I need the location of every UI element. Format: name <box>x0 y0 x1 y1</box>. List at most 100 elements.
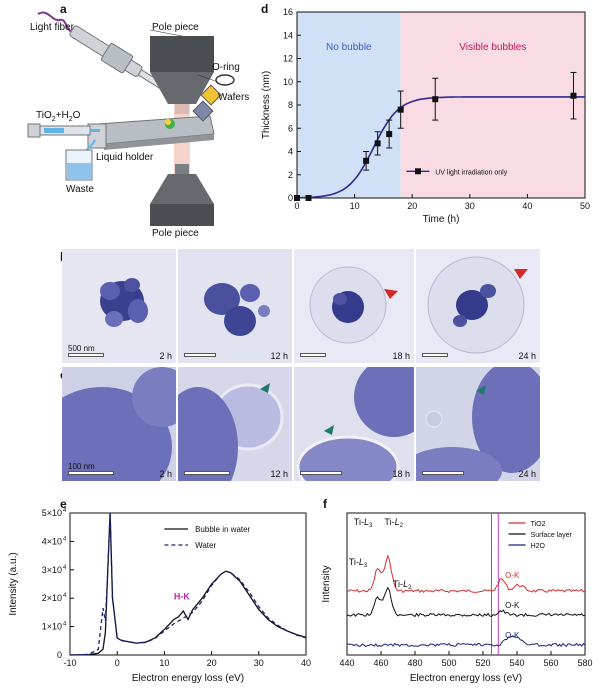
legend-marker <box>414 168 421 175</box>
data-point <box>294 195 300 201</box>
bubble-cluster <box>427 256 528 354</box>
ti-l2-mid-label: Ti-L2 <box>393 579 412 591</box>
series-line-0 <box>69 512 307 656</box>
data-point <box>374 140 381 147</box>
y-tick-label: 0 <box>288 193 293 203</box>
label-oring: O-ring <box>212 62 240 73</box>
panel-d: d No bubble Visible bubbles 0 10 20 30 40 50 0 2 4… <box>255 0 600 245</box>
bubble-cluster <box>309 266 398 344</box>
micrograph-b-12h: 12 h <box>178 249 292 363</box>
x-tick-label: 440 <box>339 658 354 668</box>
panel-e: e -10 0 10 20 30 40 0 1×10 4 2×10 4 3×10 4 4×10 4 5×10 4… <box>0 495 315 697</box>
time-label-c-4: 24 h <box>518 469 536 479</box>
y-tick-label: 2×10 <box>42 593 62 603</box>
x-tick-label: 540 <box>509 658 524 668</box>
x-tick-label: 40 <box>301 658 311 668</box>
teal-arrow-icon <box>476 385 486 395</box>
region-1 <box>400 12 585 198</box>
y-axis-label: Intensity (a.u.) <box>8 552 19 615</box>
label-waste: Waste <box>66 184 94 195</box>
x-tick-label: 480 <box>407 658 422 668</box>
micrograph-b-2h: 500 nm 2 h <box>62 249 176 363</box>
micrograph-c-24h: 24 h <box>416 367 540 481</box>
series-tio2 <box>346 554 586 594</box>
label-wafers: Wafers <box>218 92 250 103</box>
red-arrow-icon <box>514 269 528 279</box>
legend-label-2: H2O <box>531 543 546 550</box>
teal-arrow-icon <box>324 425 334 435</box>
y-tick-label: 3×10 <box>42 565 62 575</box>
legend-label-0: TiO2 <box>531 521 546 528</box>
ok-red-label: O-K <box>505 571 520 580</box>
y-axis-label: Intensity <box>321 565 332 602</box>
region-label-0: No bubble <box>326 42 372 53</box>
x-tick-label: 0 <box>115 658 120 668</box>
x-tick-label: 0 <box>294 201 299 211</box>
scale-bar-c <box>422 471 464 475</box>
scale-text-b: 500 nm <box>68 344 95 353</box>
label-liquid-holder: Liquid holder <box>96 152 154 163</box>
scale-text-c: 100 nm <box>68 462 95 471</box>
ti-l2-top-label: Ti-L2 <box>384 517 403 529</box>
y-tick-label: 6 <box>288 123 293 133</box>
fit-curve <box>296 96 585 199</box>
chart-f: 440 460 480 500 520 540 560 580 Electron energy … <box>321 512 593 684</box>
micrograph-b-24h: 24 h <box>416 249 540 363</box>
time-label-b-2: 12 h <box>270 351 288 361</box>
scale-bar-b <box>184 353 216 357</box>
x-tick-label: 520 <box>475 658 490 668</box>
y-tick-label: 14 <box>283 30 293 40</box>
x-tick-label: 10 <box>350 201 360 211</box>
y-tick-label: 4 <box>288 147 293 157</box>
micrograph-c-12h: 12 h <box>178 367 292 481</box>
particle-edge <box>416 367 540 481</box>
chart-d: No bubble Visible bubbles 0 10 20 30 40 50 0 2 4 6 8… <box>261 7 590 225</box>
x-tick-label: 20 <box>207 658 217 668</box>
panel-e-label: e <box>60 497 67 511</box>
syringe <box>27 123 100 138</box>
y-tick-label: 4×10 <box>42 536 62 546</box>
time-label-c-1: 2 h <box>159 469 172 479</box>
particle-cluster <box>100 278 148 327</box>
x-tick-label: 50 <box>580 201 590 211</box>
data-point <box>570 92 577 99</box>
label-light-fiber: Light fiber <box>30 22 74 33</box>
particle-edge <box>296 367 414 481</box>
scale-bar-c <box>68 471 114 475</box>
panel-a-label: a <box>60 2 67 16</box>
x-axis-label: Electron energy loss (eV) <box>132 673 244 684</box>
x-tick-label: 580 <box>577 658 592 668</box>
data-point <box>432 96 439 103</box>
time-label-b-3: 18 h <box>392 351 410 361</box>
y-tick-exponent: 4 <box>63 536 67 542</box>
x-tick-label: 10 <box>159 658 169 668</box>
legend-label-1: Surface layer <box>531 532 573 539</box>
y-tick-label: 12 <box>283 54 293 64</box>
y-axis-label: Thickness (nm) <box>261 71 272 139</box>
legend-label-0: Bubble in water <box>195 525 250 534</box>
waste-beaker <box>65 149 93 181</box>
time-label-b-1: 2 h <box>159 351 172 361</box>
ok-black-label: O-K <box>505 601 520 610</box>
pole-piece-bottom <box>150 164 214 226</box>
wafers-icon <box>192 84 222 122</box>
x-tick-label: 20 <box>407 201 417 211</box>
scale-bar-c <box>300 471 342 475</box>
x-tick-label: 460 <box>373 658 388 668</box>
micrograph-c-18h: 18 h <box>294 367 414 481</box>
label-pole-bottom: Pole piece <box>152 228 199 239</box>
series-line-1 <box>69 512 307 656</box>
x-tick-label: 30 <box>465 201 475 211</box>
schematic <box>27 11 235 226</box>
y-tick-exponent: 4 <box>63 565 67 571</box>
plot-frame <box>69 512 307 656</box>
liquid-holder <box>87 115 215 150</box>
y-tick-label: 10 <box>283 77 293 87</box>
micrograph-c-2h: 100 nm 2 h <box>62 367 176 481</box>
data-point <box>305 195 312 201</box>
data-point <box>397 106 404 113</box>
region-0 <box>297 12 401 198</box>
x-tick-label: 30 <box>254 658 264 668</box>
fiber-cable <box>37 11 73 33</box>
